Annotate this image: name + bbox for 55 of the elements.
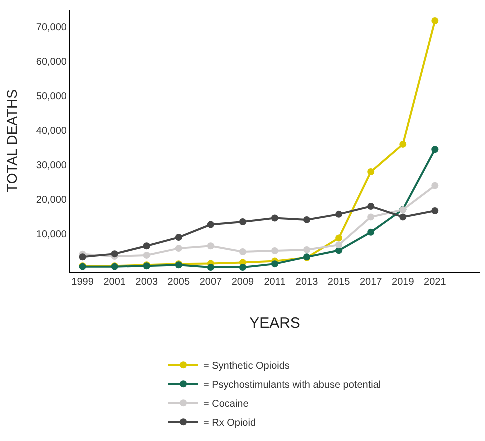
point xyxy=(239,218,246,226)
point xyxy=(400,140,407,148)
point xyxy=(143,242,150,250)
point xyxy=(304,216,311,224)
legend-label: = Cocaine xyxy=(204,399,250,410)
point xyxy=(304,246,311,254)
point xyxy=(432,207,439,214)
point xyxy=(143,252,150,259)
y-tick-label: 10,000 xyxy=(36,230,68,241)
point xyxy=(239,264,246,272)
x-tick-label: 2003 xyxy=(136,277,158,288)
x-tick-label: 2013 xyxy=(296,277,319,288)
y-tick-label: 50,000 xyxy=(36,92,68,103)
point xyxy=(207,221,214,228)
point xyxy=(111,250,118,258)
x-tick-label: 2007 xyxy=(200,277,222,288)
y-tick-label: 60,000 xyxy=(36,57,68,68)
x-tick-label: 2011 xyxy=(264,277,286,288)
y-axis-title: TOTAL DEATHS xyxy=(4,90,20,192)
y-tick-label: 30,000 xyxy=(36,160,68,172)
point xyxy=(272,247,278,254)
y-tick-label: 20,000 xyxy=(36,195,68,206)
point xyxy=(336,234,343,242)
point xyxy=(400,214,407,221)
x-tick-label: 2001 xyxy=(104,277,126,288)
point xyxy=(272,260,278,268)
point xyxy=(272,214,278,222)
point xyxy=(175,245,182,252)
x-tick-label: 2019 xyxy=(392,277,415,288)
x-axis-title: YEARS xyxy=(250,315,300,332)
point xyxy=(368,203,375,210)
x-tick-label: 2015 xyxy=(328,277,351,288)
y-tick-label: 40,000 xyxy=(36,126,68,138)
point xyxy=(336,242,343,249)
legend-label: = Synthetic Opioids xyxy=(204,361,290,372)
point xyxy=(368,168,375,176)
point xyxy=(79,254,86,261)
point xyxy=(239,248,246,256)
point xyxy=(207,242,214,250)
point xyxy=(432,18,439,25)
point xyxy=(175,234,182,242)
x-tick-label: 2017 xyxy=(360,277,383,288)
point xyxy=(336,210,343,218)
point xyxy=(207,264,214,272)
point xyxy=(432,146,439,154)
point xyxy=(432,182,439,190)
legend-label: = Psychostimulants with abuse potential xyxy=(204,380,382,391)
point xyxy=(368,214,375,221)
x-tick-label: 1999 xyxy=(72,277,94,288)
x-tick-label: 2009 xyxy=(232,277,255,288)
x-tick-label: 2005 xyxy=(168,277,190,288)
x-tick-label: 2021 xyxy=(424,277,447,288)
legend-label: = Rx Opioid xyxy=(204,418,256,429)
point xyxy=(368,228,375,236)
y-tick-label: 70,000 xyxy=(36,22,68,34)
